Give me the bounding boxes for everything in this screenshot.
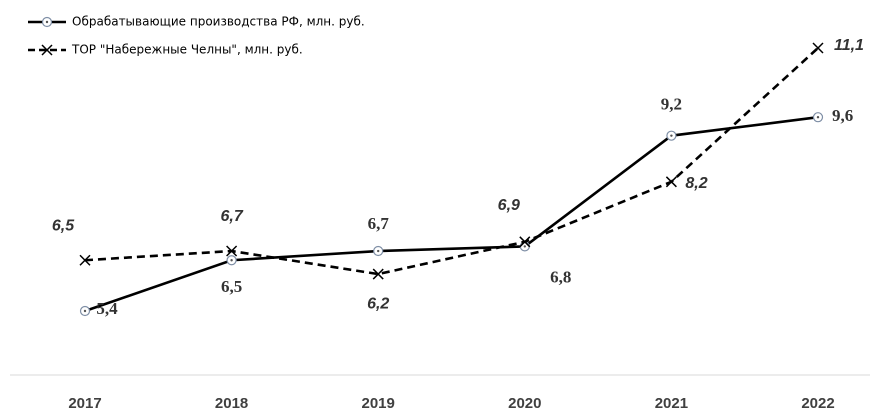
data-label: 6,8 — [550, 267, 571, 286]
data-label: 6,9 — [498, 197, 520, 214]
marker — [41, 16, 53, 28]
x-tick-label: 2020 — [508, 395, 541, 409]
marker — [812, 112, 824, 123]
x-tick-label: 2022 — [801, 395, 834, 409]
data-label: 9,6 — [832, 106, 853, 125]
x-tick-label: 2017 — [68, 395, 101, 409]
data-label: 11,1 — [834, 37, 864, 54]
marker — [666, 130, 677, 141]
data-label: 9,2 — [661, 95, 682, 114]
marker — [226, 255, 237, 266]
data-label: 6,7 — [220, 208, 243, 225]
marker — [79, 254, 91, 266]
marker — [665, 176, 677, 188]
x-tick-label: 2021 — [655, 395, 688, 409]
data-label: 6,2 — [367, 295, 389, 312]
data-label: 6,5 — [221, 277, 242, 296]
marker — [41, 44, 53, 56]
data-label: 5,4 — [96, 299, 118, 318]
x-tick-label: 2018 — [215, 395, 248, 409]
series-line — [84, 115, 819, 313]
marker — [519, 236, 531, 248]
data-label: 8,2 — [685, 175, 707, 192]
series-line — [84, 47, 819, 276]
data-label: 6,5 — [52, 217, 75, 234]
legend-label: Обрабатывающие производства РФ, млн. руб… — [72, 15, 365, 29]
marker — [79, 305, 91, 317]
marker — [373, 245, 384, 257]
legend-label: ТОР "Набережные Челны", млн. руб. — [71, 43, 303, 57]
x-tick-label: 2019 — [362, 395, 395, 409]
marker — [812, 42, 824, 54]
marker — [226, 245, 238, 257]
marker — [372, 268, 384, 280]
data-label: 6,7 — [368, 214, 390, 233]
